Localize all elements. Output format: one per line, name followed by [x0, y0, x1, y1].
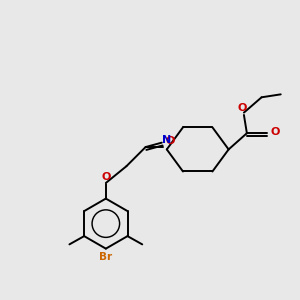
Text: O: O: [270, 127, 280, 137]
Text: O: O: [238, 103, 247, 113]
Text: O: O: [165, 136, 175, 146]
Text: N: N: [162, 135, 171, 145]
Text: Br: Br: [99, 252, 112, 262]
Text: O: O: [101, 172, 110, 182]
